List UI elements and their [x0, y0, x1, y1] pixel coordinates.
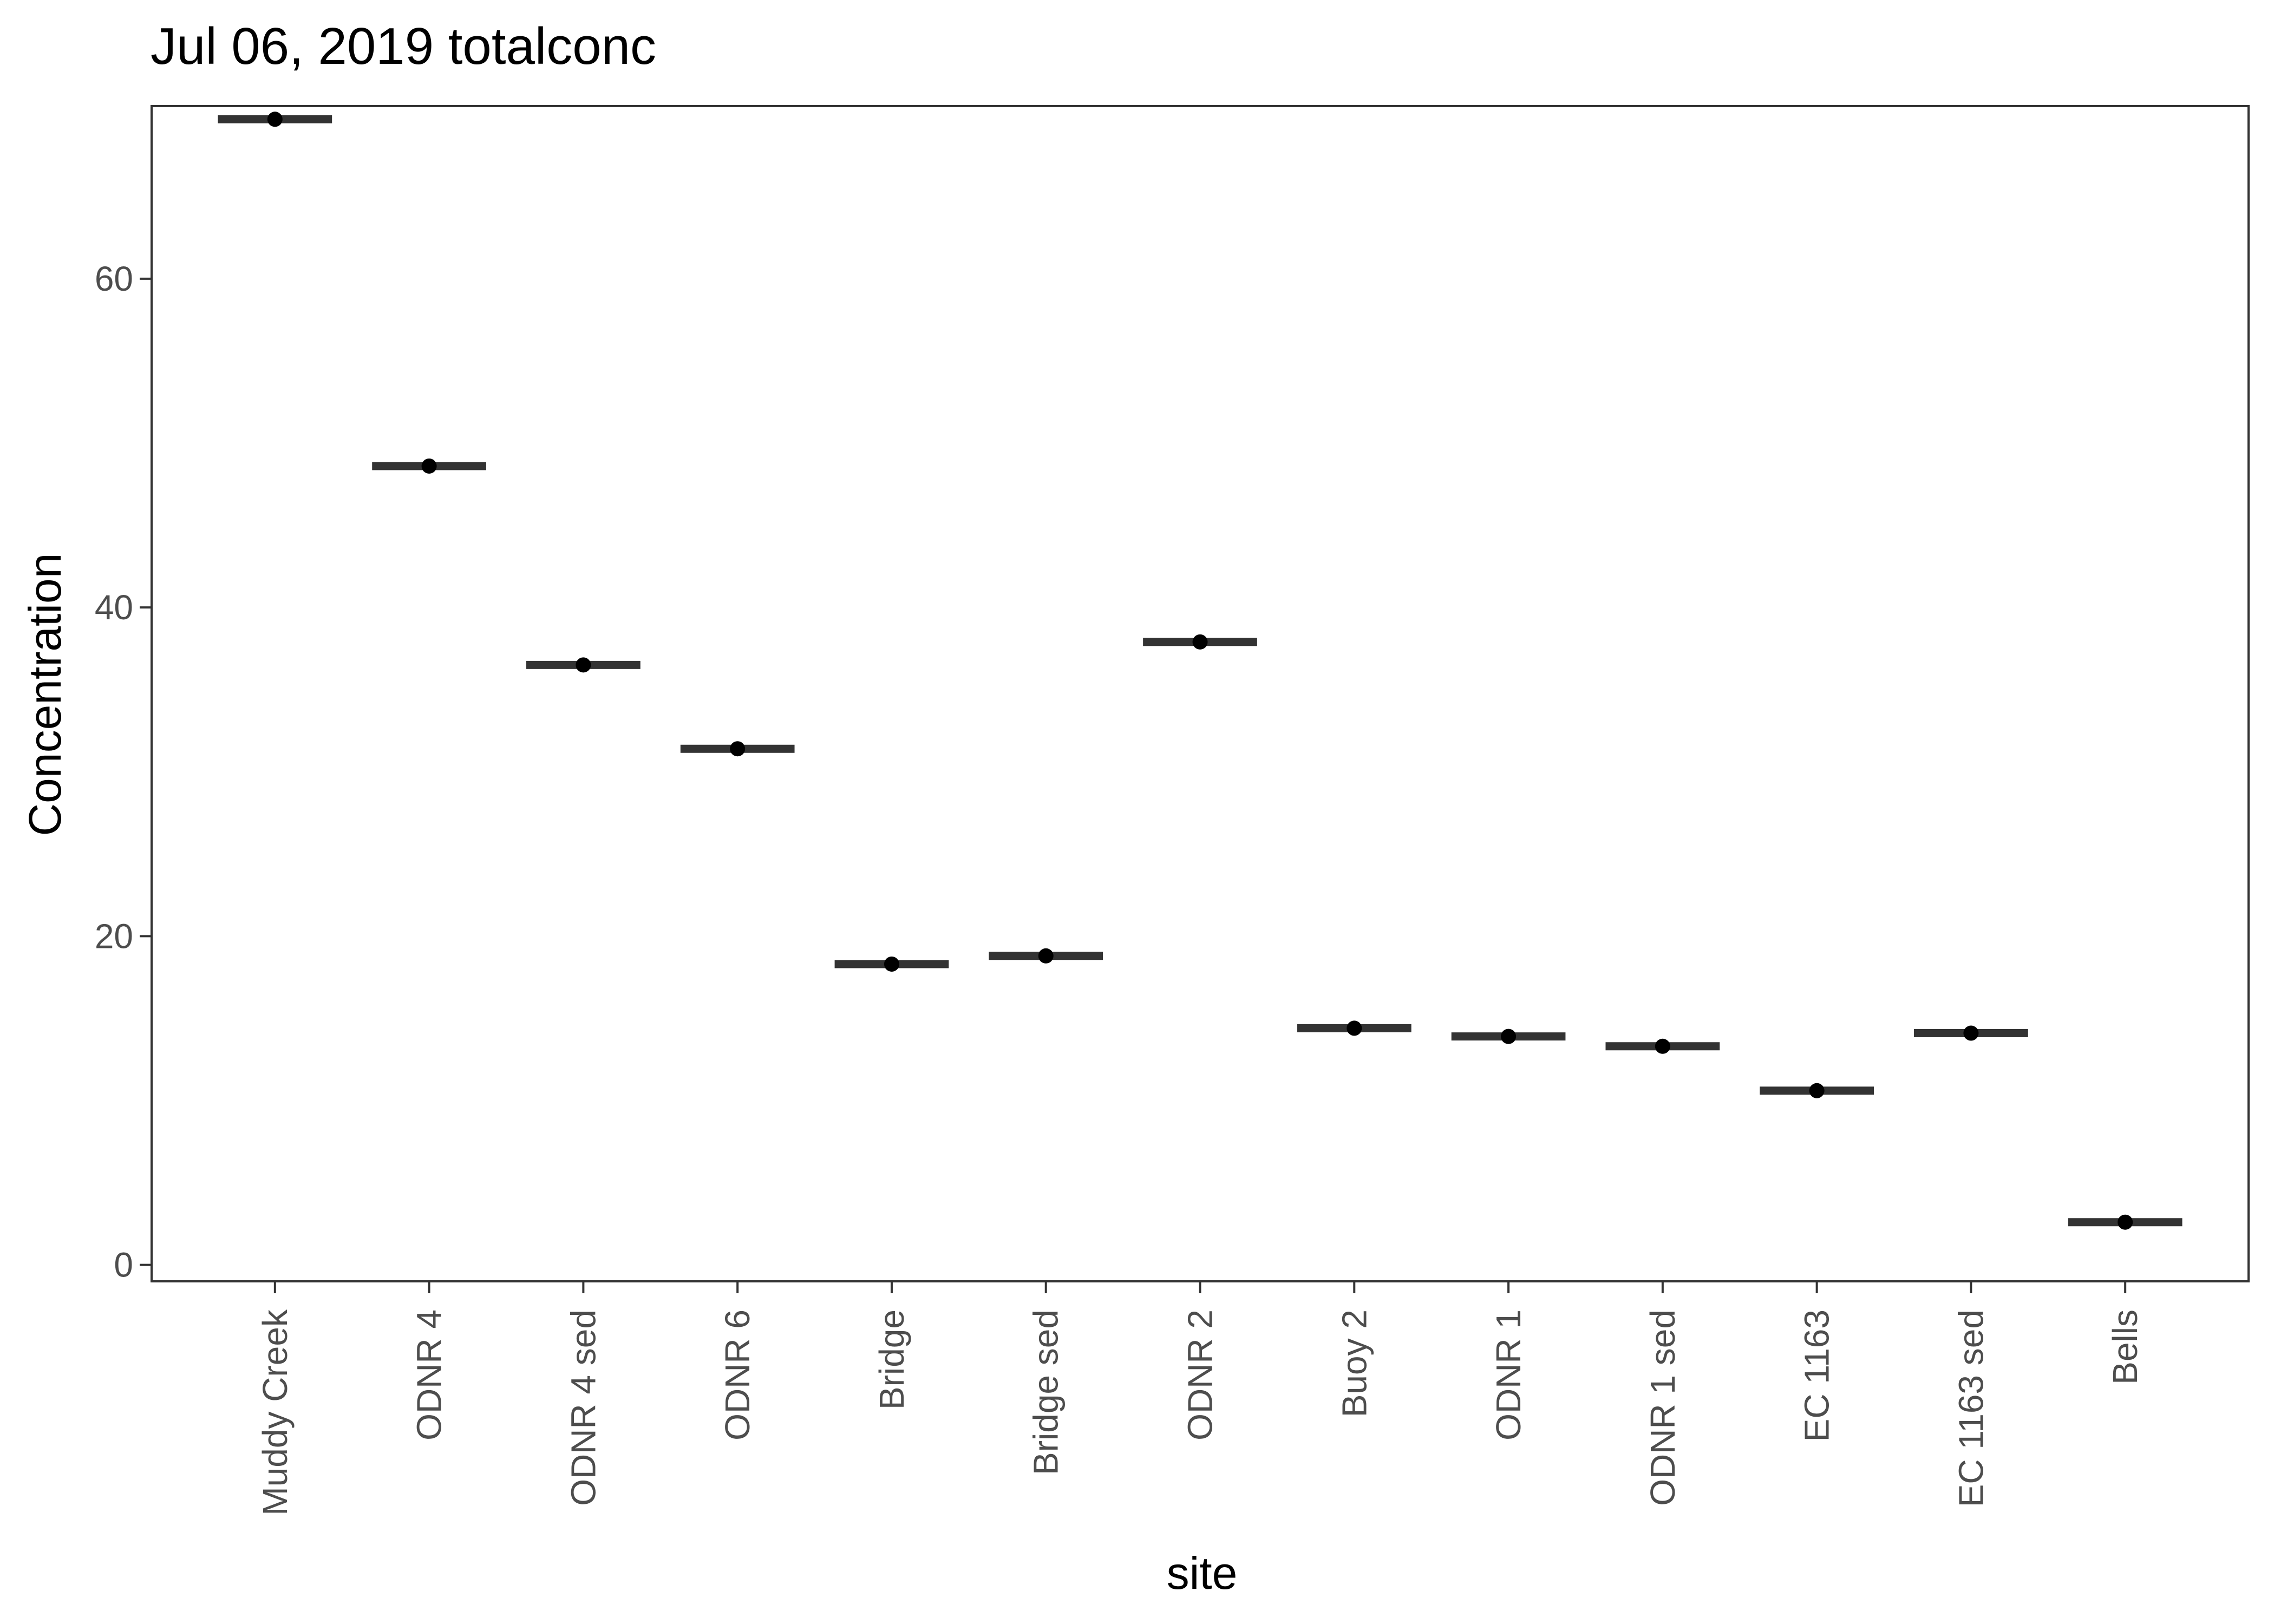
data-point: [421, 458, 437, 474]
data-marks: [218, 112, 2182, 1230]
x-axis: Muddy Creek ODNR 4 ODNR 4 sed ODNR 6 Bridge B…: [256, 1281, 2145, 1516]
x-tick-label: ODNR 4 sed: [564, 1309, 603, 1506]
x-tick-label: Bridge: [872, 1309, 911, 1410]
x-tick-label: Bridge sed: [1027, 1309, 1066, 1475]
x-tick-label: Bells: [2106, 1309, 2145, 1385]
x-tick-label: ODNR 2: [1181, 1309, 1220, 1440]
data-point: [1347, 1020, 1362, 1036]
y-tick-label: 60: [95, 259, 133, 298]
x-tick-label: ODNR 4: [410, 1309, 449, 1440]
data-point: [1963, 1025, 1979, 1041]
y-tick-label: 0: [114, 1246, 133, 1285]
x-tick-label: ODNR 6: [718, 1309, 757, 1440]
data-point: [576, 657, 591, 673]
data-point: [2118, 1214, 2133, 1230]
y-axis: 0 20 40 60: [95, 259, 152, 1285]
chart-title: Jul 06, 2019 totalconc: [151, 17, 656, 75]
data-point: [884, 956, 899, 972]
x-tick-label: EC 1163 sed: [1951, 1309, 1990, 1507]
data-point: [1501, 1029, 1517, 1044]
x-tick-label: EC 1163: [1798, 1309, 1837, 1442]
x-tick-label: Buoy 2: [1335, 1309, 1374, 1417]
data-point: [1192, 634, 1208, 650]
y-axis-title: Concentration: [19, 553, 70, 836]
data-point: [730, 741, 746, 757]
data-point: [1809, 1083, 1825, 1098]
x-axis-title: site: [1167, 1548, 1238, 1599]
data-point: [267, 112, 283, 127]
x-tick-label: Muddy Creek: [256, 1309, 295, 1516]
data-point: [1655, 1038, 1670, 1054]
data-point: [1038, 948, 1054, 964]
y-tick-label: 20: [95, 916, 133, 955]
x-tick-label: ODNR 1: [1489, 1309, 1528, 1440]
x-tick-label: ODNR 1 sed: [1643, 1309, 1682, 1506]
y-tick-label: 40: [95, 588, 133, 627]
plot-panel: [151, 105, 2250, 1282]
